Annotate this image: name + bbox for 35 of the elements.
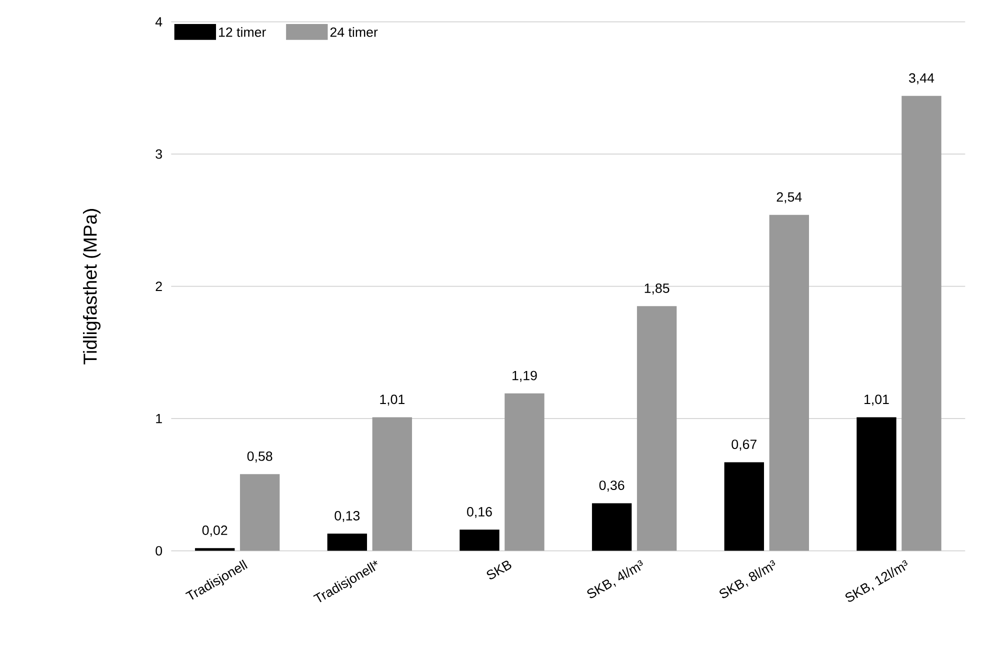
y-tick-label: 0 [156, 546, 162, 556]
x-tick-label: SKB, 4l/m³ [587, 560, 643, 598]
x-tick-label: SKB [486, 560, 512, 580]
bar [636, 306, 677, 551]
bar [769, 214, 809, 551]
bar [240, 474, 280, 551]
data-label: 2,54 [776, 192, 802, 204]
data-label: 0,67 [732, 440, 756, 451]
data-label: 0,02 [202, 526, 228, 537]
bar [372, 417, 412, 551]
bar [194, 548, 235, 551]
x-tick-label: SKB, 8l/m³ [720, 560, 776, 598]
bar [724, 462, 764, 551]
y-tick-label: 1 [156, 414, 162, 424]
data-label: 1,01 [380, 394, 404, 406]
data-label: 1,85 [644, 284, 670, 295]
data-label: 1,01 [864, 394, 889, 406]
y-tick-label: 4 [155, 17, 162, 26]
data-label: 3,44 [908, 73, 934, 84]
legend-label: 12 timer [219, 27, 266, 37]
y-tick-label: 2 [156, 282, 162, 291]
bar [592, 503, 632, 551]
legend-label: 24 timer [330, 27, 378, 37]
data-label: 0,58 [247, 451, 272, 462]
y-axis-title: Tidligfasthet (MPa) [83, 209, 101, 364]
bar [856, 417, 896, 551]
bar [460, 530, 500, 551]
data-label: 0,16 [467, 507, 492, 518]
bar [902, 96, 942, 551]
data-label: 0,13 [334, 510, 360, 522]
y-tick-label: 3 [156, 149, 162, 159]
bar [327, 534, 368, 551]
bar [504, 393, 544, 551]
data-label: 0,36 [599, 480, 624, 492]
data-label: 1,19 [512, 370, 537, 382]
